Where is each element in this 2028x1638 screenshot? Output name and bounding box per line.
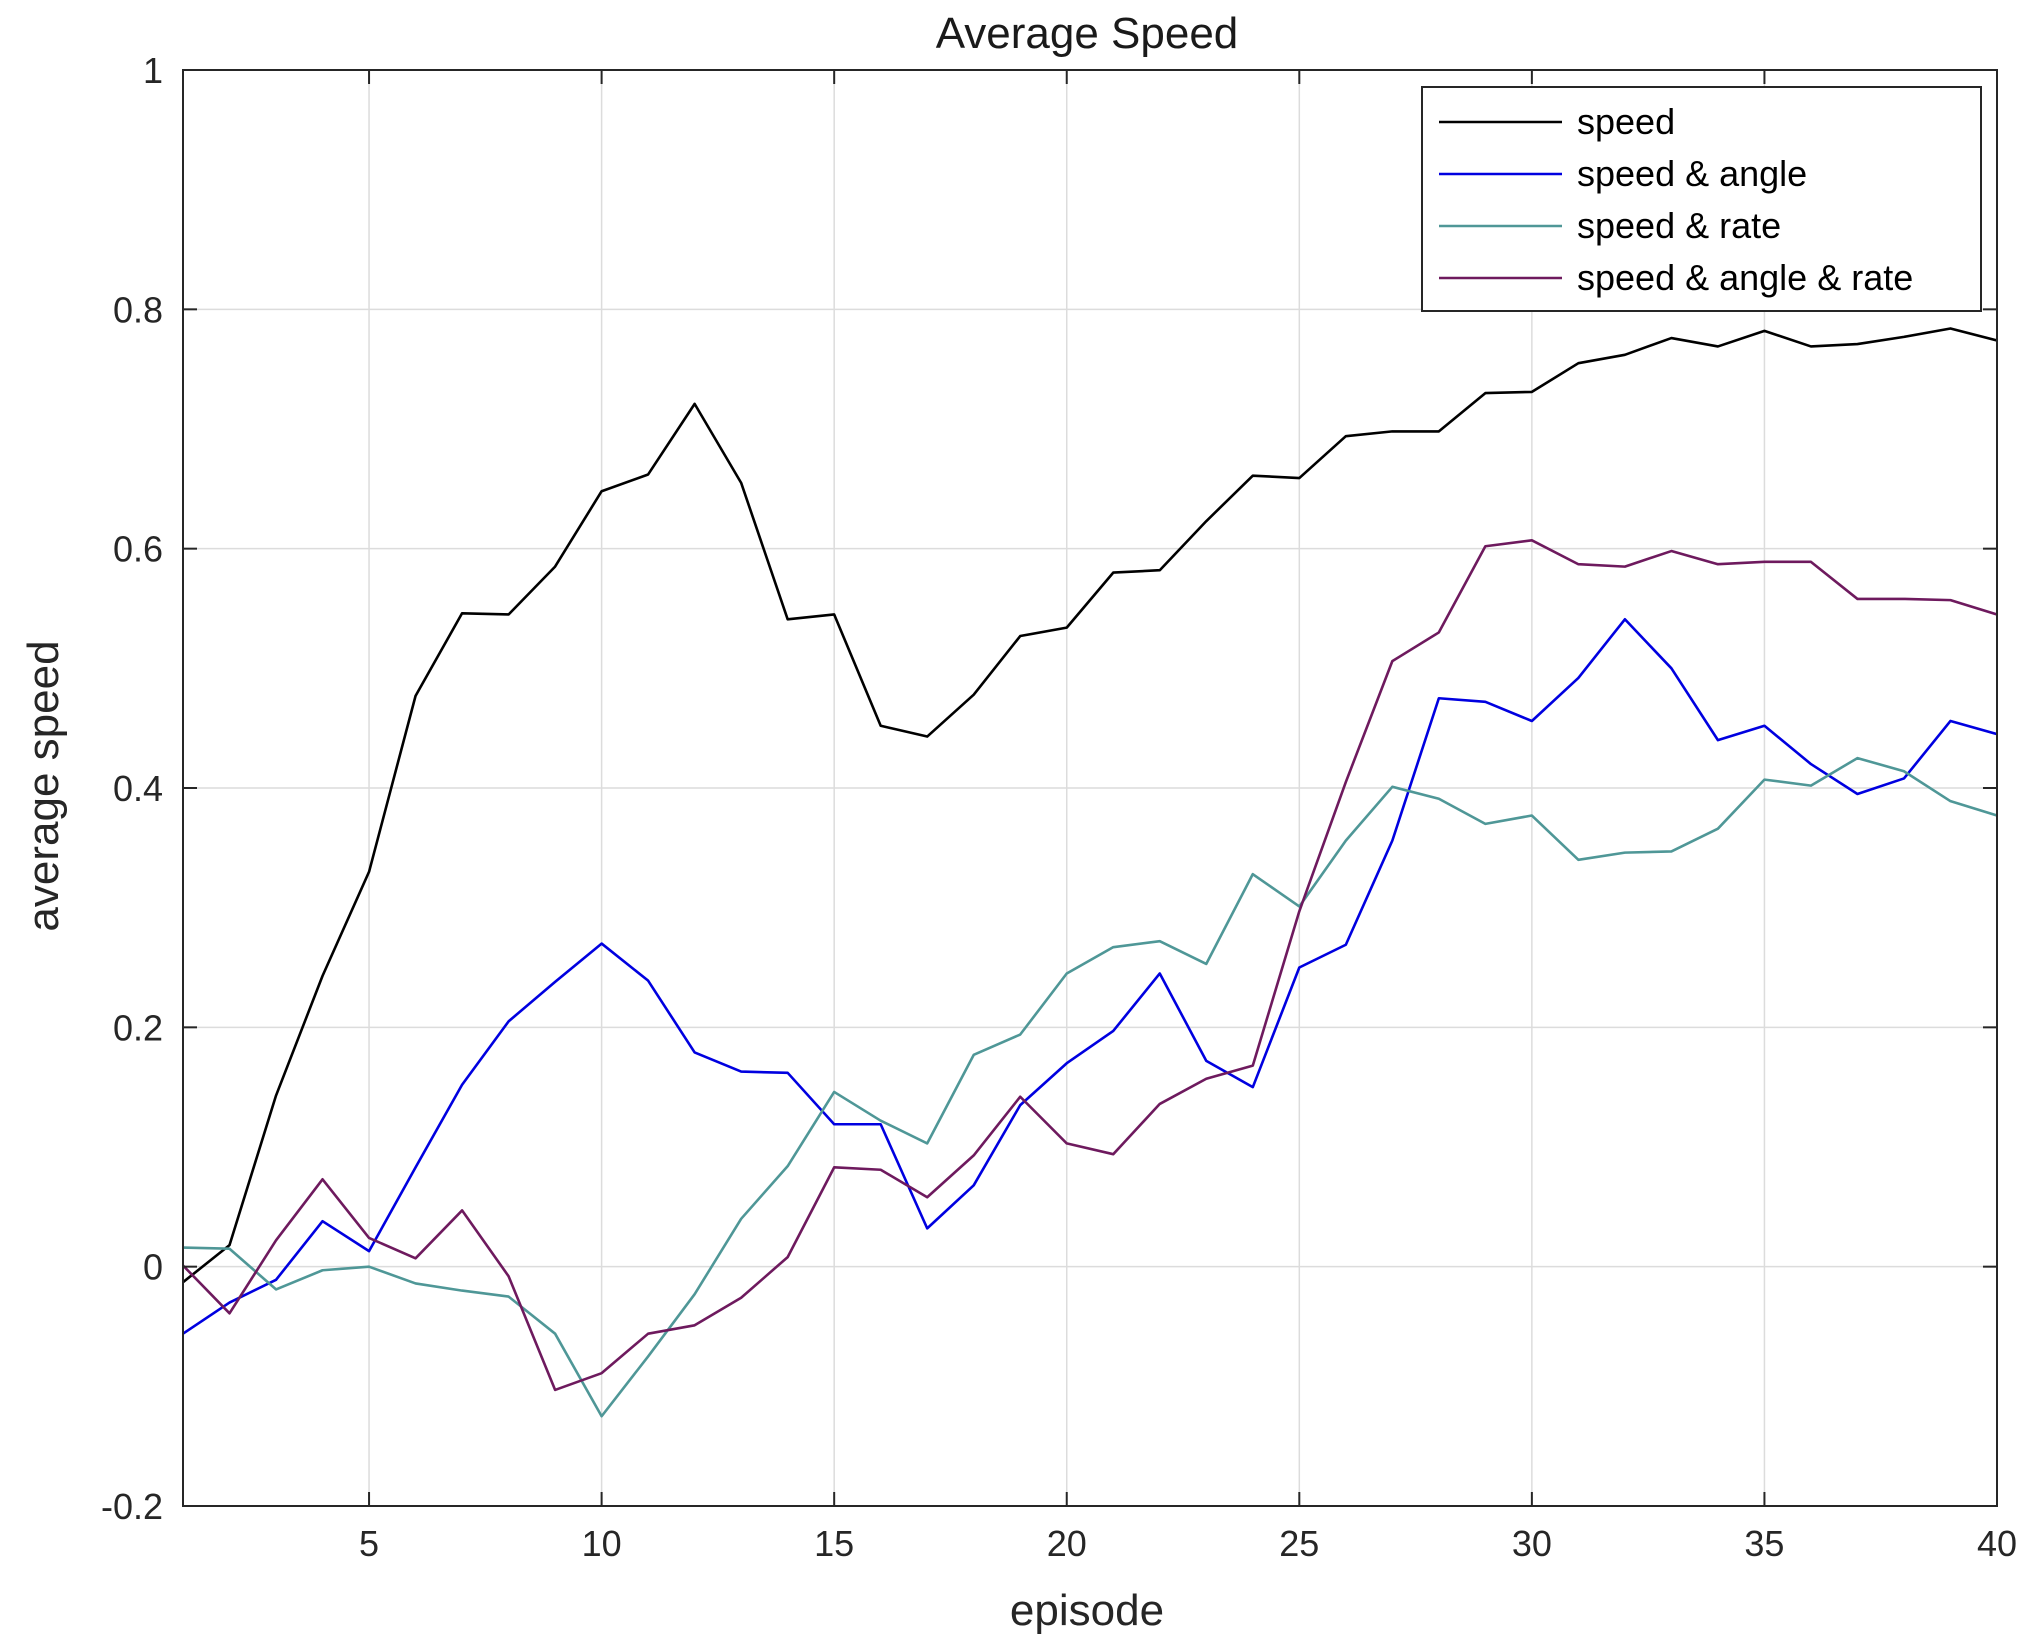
- x-tick-label: 25: [1279, 1523, 1319, 1564]
- series-line-speed: [183, 327, 1997, 1284]
- series-line-speed-rate: [183, 756, 1997, 1418]
- x-tick-label: 30: [1512, 1523, 1552, 1564]
- legend-label-speed-angle-rate: speed & angle & rate: [1577, 257, 1913, 298]
- chart-title: Average Speed: [936, 9, 1239, 58]
- x-tick-label: 10: [582, 1523, 622, 1564]
- y-tick-label: 0.4: [113, 768, 163, 809]
- x-tick-label: 40: [1977, 1523, 2017, 1564]
- y-tick-label: 1: [143, 50, 163, 91]
- y-tick-label: 0.8: [113, 289, 163, 330]
- x-tick-label: 35: [1744, 1523, 1784, 1564]
- ticks: 5 10 15 20 25 30 35 40 -0.2 0 0.2 0.4 0.6 0.8 1: [101, 50, 2017, 1564]
- plot-series: [183, 327, 1997, 1418]
- y-tick-label: 0.6: [113, 529, 163, 570]
- x-axis-label: episode: [1010, 1586, 1164, 1635]
- legend-label-speed-angle: speed & angle: [1577, 153, 1807, 194]
- y-tick-label: 0: [143, 1247, 163, 1288]
- legend: speed speed & angle speed & rate speed & an…: [1421, 86, 1982, 312]
- x-tick-label: 15: [814, 1523, 854, 1564]
- x-tick-label: 20: [1047, 1523, 1087, 1564]
- series-line-speed-angle-rate: [183, 538, 1997, 1392]
- y-tick-label: 0.2: [113, 1007, 163, 1048]
- y-tick-label: -0.2: [101, 1486, 163, 1527]
- legend-box: [1421, 86, 1982, 312]
- y-axis-label: average speed: [19, 640, 68, 931]
- x-tick-label: 5: [359, 1523, 379, 1564]
- series-line-speed-angle: [183, 617, 1997, 1335]
- legend-label-speed-rate: speed & rate: [1577, 205, 1781, 246]
- legend-label-speed: speed: [1577, 101, 1675, 142]
